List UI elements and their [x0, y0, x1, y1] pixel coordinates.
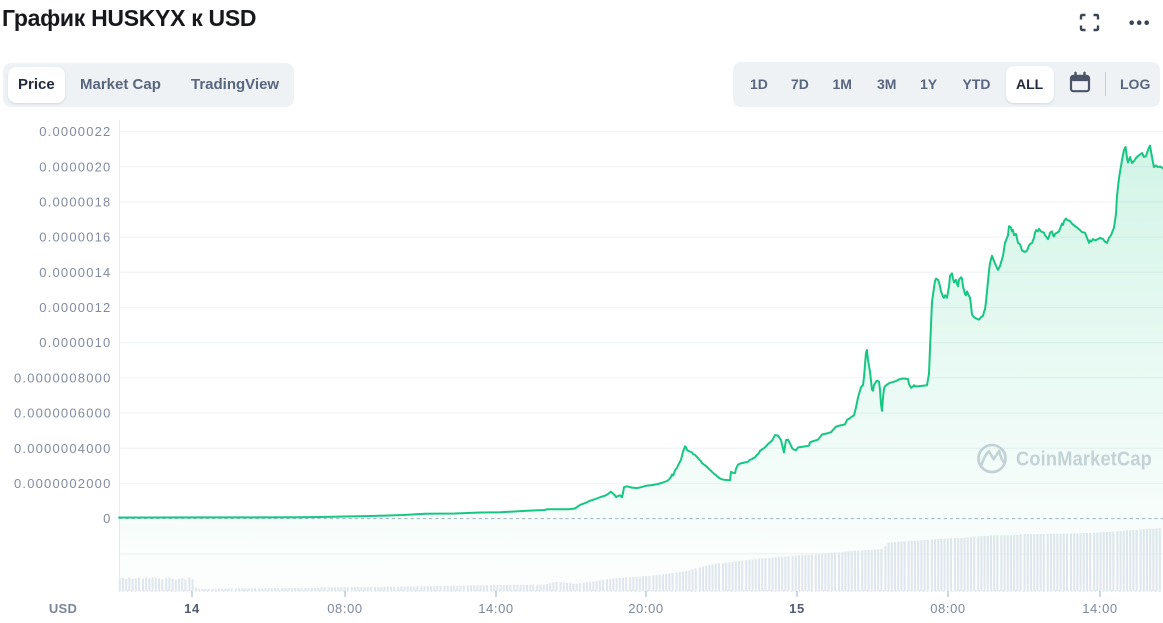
svg-text:15: 15: [789, 601, 805, 616]
svg-text:14: 14: [184, 601, 200, 616]
svg-text:0.0000022: 0.0000022: [39, 124, 111, 139]
svg-text:08:00: 08:00: [327, 601, 363, 616]
svg-text:14:00: 14:00: [1082, 601, 1118, 616]
svg-text:0.0000010: 0.0000010: [39, 335, 111, 350]
svg-text:0.0000018: 0.0000018: [39, 195, 111, 210]
svg-text:20:00: 20:00: [628, 601, 664, 616]
svg-text:14:00: 14:00: [478, 601, 514, 616]
svg-text:0.0000002000: 0.0000002000: [14, 476, 112, 491]
svg-text:0.0000008000: 0.0000008000: [14, 370, 112, 385]
svg-text:0.0000014: 0.0000014: [39, 265, 111, 280]
svg-text:0.0000016: 0.0000016: [39, 230, 111, 245]
svg-text:USD: USD: [49, 601, 77, 616]
svg-text:0.0000020: 0.0000020: [39, 159, 111, 174]
svg-text:0.0000004000: 0.0000004000: [14, 441, 112, 456]
svg-text:08:00: 08:00: [930, 601, 966, 616]
svg-text:0.0000012: 0.0000012: [39, 300, 111, 315]
svg-text:0.0000006000: 0.0000006000: [14, 406, 112, 421]
svg-text:0: 0: [103, 511, 111, 526]
